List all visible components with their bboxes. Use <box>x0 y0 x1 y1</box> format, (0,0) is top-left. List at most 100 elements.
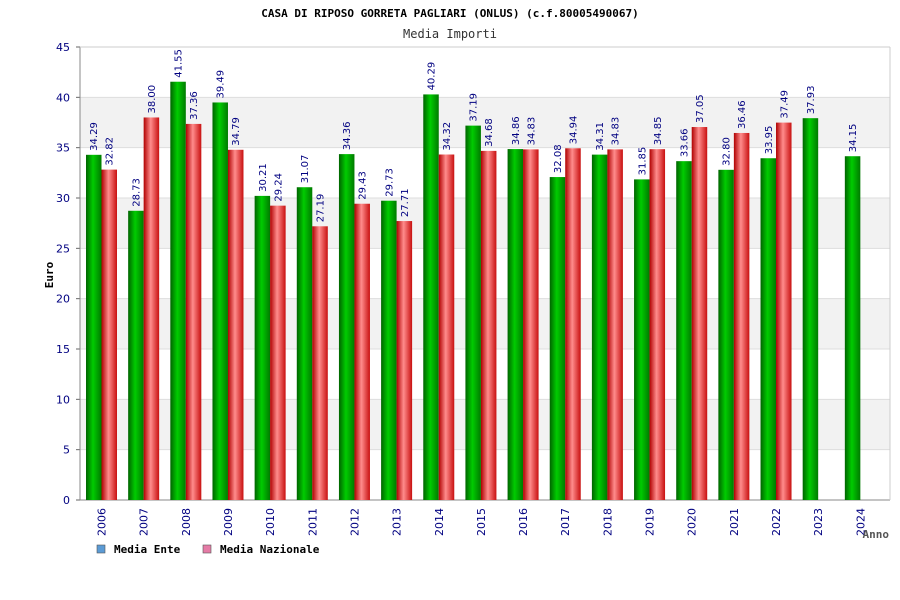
value-label: 28.73 <box>131 178 142 207</box>
value-label: 37.93 <box>806 86 817 115</box>
value-label: 34.36 <box>342 121 353 150</box>
value-label: 30.21 <box>258 163 269 192</box>
value-label: 38.00 <box>147 85 158 114</box>
value-label: 33.66 <box>679 129 690 158</box>
bar-media-ente <box>212 102 228 500</box>
x-tick-label: 2017 <box>559 508 572 536</box>
x-tick-label: 2010 <box>264 508 277 536</box>
y-tick-label: 10 <box>56 393 70 406</box>
bar-media-ente <box>844 156 861 500</box>
bar-media-ente <box>381 200 397 500</box>
value-label: 34.86 <box>511 116 522 145</box>
value-label: 32.08 <box>553 144 564 173</box>
x-tick-label: 2008 <box>180 508 193 536</box>
y-tick-label: 0 <box>63 494 70 507</box>
bar-media-ente <box>802 118 819 501</box>
legend-label-ente: Media Ente <box>114 543 181 556</box>
bar-media-nazionale <box>480 150 497 500</box>
bar-media-ente <box>296 187 313 500</box>
bar-media-ente <box>634 179 650 501</box>
y-tick-label: 15 <box>56 343 70 356</box>
value-label: 34.68 <box>484 118 495 147</box>
value-label: 34.83 <box>611 117 622 146</box>
bar-media-nazionale <box>607 149 623 501</box>
x-tick-label: 2019 <box>644 508 657 536</box>
x-tick-label: 2021 <box>728 508 741 536</box>
bar-media-ente <box>338 154 355 501</box>
x-tick-label: 2009 <box>222 508 235 536</box>
bar-media-ente <box>676 161 692 500</box>
bar-media-ente <box>718 169 734 500</box>
value-label: 34.83 <box>526 117 537 146</box>
bar-media-ente <box>760 158 777 500</box>
bar-media-nazionale <box>523 149 539 501</box>
value-label: 31.85 <box>637 147 648 176</box>
x-tick-label: 2020 <box>686 508 699 536</box>
bar-media-ente <box>507 149 524 501</box>
bar-media-nazionale <box>227 149 244 500</box>
chart-title: CASA DI RIPOSO GORRETA PAGLIARI (ONLUS) … <box>261 7 639 20</box>
value-label: 33.95 <box>764 126 775 155</box>
value-label: 37.36 <box>189 91 200 120</box>
y-tick-label: 40 <box>56 91 70 104</box>
chart-subtitle: Media Importi <box>403 27 497 41</box>
bar-media-nazionale <box>101 169 117 500</box>
value-label: 39.49 <box>216 70 227 99</box>
x-tick-label: 2023 <box>812 508 825 536</box>
x-tick-label: 2012 <box>348 508 361 536</box>
value-label: 27.19 <box>316 194 327 223</box>
x-tick-label: 2016 <box>517 508 530 536</box>
x-tick-label: 2011 <box>306 508 319 536</box>
bar-media-ente <box>549 177 566 500</box>
value-label: 34.85 <box>653 117 664 146</box>
x-tick-label: 2006 <box>96 508 109 536</box>
plot-area: 0 5 10 15 20 25 30 35 40 45 34.29 32.82 2006 28.73 38.… <box>56 41 891 536</box>
value-label: 34.79 <box>231 117 242 146</box>
x-axis-label: Anno <box>863 528 890 541</box>
value-label: 34.32 <box>442 122 453 151</box>
x-tick-label: 2013 <box>391 508 404 536</box>
bar-media-nazionale <box>776 122 792 500</box>
bar-media-ente <box>86 154 102 500</box>
bar-media-nazionale <box>312 226 328 500</box>
legend-swatch-nazionale <box>202 544 212 554</box>
value-label: 27.71 <box>400 188 411 217</box>
bar-media-ente <box>128 210 144 500</box>
value-label: 31.07 <box>300 155 311 184</box>
x-tick-label: 2022 <box>770 508 783 536</box>
bar-media-nazionale <box>185 123 202 500</box>
value-label: 34.29 <box>89 122 100 151</box>
bar-media-nazionale <box>354 203 370 500</box>
x-tick-label: 2018 <box>601 508 614 536</box>
bar-media-ente <box>423 94 439 500</box>
grid-band <box>80 47 890 98</box>
value-label: 37.05 <box>695 94 706 123</box>
value-label: 32.82 <box>105 137 116 166</box>
value-label: 34.15 <box>848 124 859 153</box>
y-tick-label: 35 <box>56 142 70 155</box>
x-tick-label: 2015 <box>475 508 488 536</box>
value-label: 41.55 <box>174 49 185 78</box>
bar-media-nazionale <box>143 117 160 500</box>
bar-media-nazionale <box>396 221 413 500</box>
value-label: 36.46 <box>737 100 748 129</box>
bar-media-ente <box>254 195 271 501</box>
bar-media-nazionale <box>691 127 708 500</box>
legend-swatch-ente <box>96 544 106 554</box>
y-tick-label: 20 <box>56 293 70 306</box>
value-label: 34.31 <box>595 122 606 151</box>
y-tick-label: 25 <box>56 242 70 255</box>
value-label: 34.94 <box>568 116 579 145</box>
value-label: 29.43 <box>358 171 369 200</box>
y-tick-label: 45 <box>56 41 70 54</box>
x-tick-label: 2014 <box>433 508 446 536</box>
y-tick-label: 5 <box>63 444 70 457</box>
value-label: 29.24 <box>273 173 284 202</box>
value-label: 40.29 <box>427 62 438 91</box>
legend-label-nazionale: Media Nazionale <box>220 543 320 556</box>
legend: Media Ente Media Nazionale <box>96 543 320 556</box>
bar-media-nazionale <box>270 205 286 500</box>
value-label: 32.80 <box>722 137 733 166</box>
x-tick-label: 2007 <box>138 508 151 536</box>
